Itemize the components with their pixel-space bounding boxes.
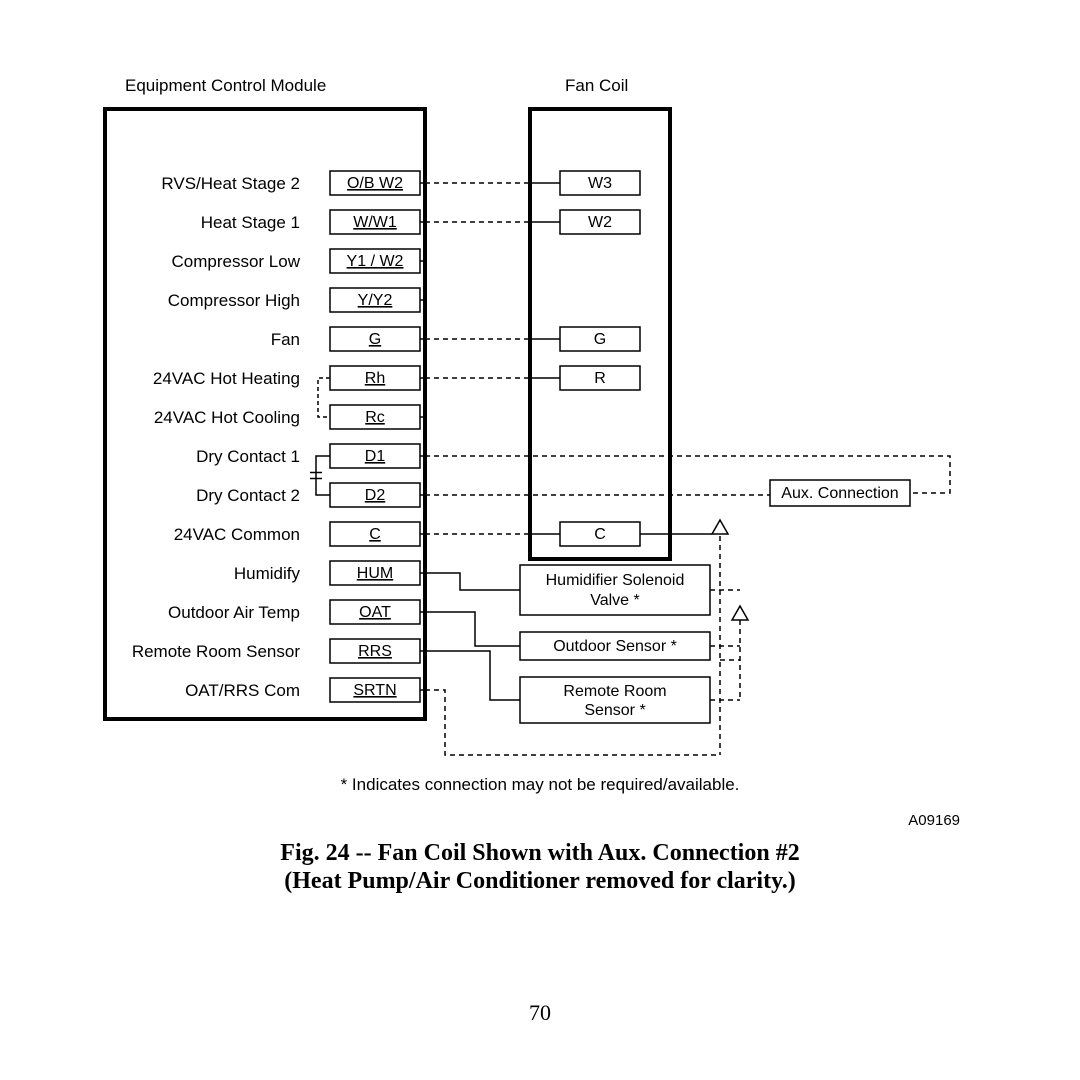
ecm-row-label: Heat Stage 1 (201, 213, 300, 232)
ecm-terminal-label: Rc (365, 409, 385, 426)
page-number: 70 (529, 1000, 551, 1025)
svg-text:Outdoor Sensor *: Outdoor Sensor * (553, 638, 677, 655)
ecm-row-label: Dry Contact 2 (196, 486, 300, 505)
ecm-row-label: Humidify (234, 564, 301, 583)
svg-text:Aux. Connection: Aux. Connection (781, 485, 898, 502)
ecm-terminal-label: O/B W2 (347, 175, 403, 192)
footnote: * Indicates connection may not be requir… (341, 775, 740, 794)
fancoil-terminal-label: G (594, 331, 606, 348)
ecm-terminal-label: Y1 / W2 (347, 253, 404, 270)
ecm-terminal-label: G (369, 331, 381, 348)
doc-code: A09169 (908, 812, 960, 829)
ecm-terminal-label: Rh (365, 370, 385, 387)
fancoil-terminal-label: C (594, 526, 606, 543)
fancoil-terminal-label: W3 (588, 175, 612, 192)
ecm-terminal-label: D2 (365, 487, 386, 504)
figure-caption-line2: (Heat Pump/Air Conditioner removed for c… (284, 868, 796, 894)
ecm-row-label: OAT/RRS Com (185, 681, 300, 700)
ecm-terminal-label: HUM (357, 565, 393, 582)
wire-hum (425, 573, 520, 590)
svg-text:Humidifier Solenoid: Humidifier Solenoid (546, 572, 685, 589)
fancoil-title: Fan Coil (565, 76, 628, 95)
ecm-terminal-label: Y/Y2 (358, 292, 393, 309)
rh-rc-jumper (318, 378, 330, 417)
ecm-row-label: Outdoor Air Temp (168, 603, 300, 622)
ecm-row-label: 24VAC Hot Heating (153, 369, 300, 388)
ecm-row-label: Compressor Low (172, 252, 301, 271)
svg-text:Valve *: Valve * (590, 592, 640, 609)
svg-text:Sensor *: Sensor * (584, 702, 645, 719)
ecm-terminal-label: C (369, 526, 381, 543)
ecm-row-label: Compressor High (168, 291, 300, 310)
ecm-title: Equipment Control Module (125, 76, 326, 95)
ecm-terminal-label: W/W1 (353, 214, 397, 231)
ecm-terminal-label: RRS (358, 643, 392, 660)
fancoil-terminal-label: R (594, 370, 606, 387)
ecm-row-label: RVS/Heat Stage 2 (161, 174, 300, 193)
ecm-row-label: Dry Contact 1 (196, 447, 300, 466)
wire-oat (425, 612, 520, 646)
svg-text:Remote Room: Remote Room (563, 683, 666, 700)
ecm-terminal-label: SRTN (353, 682, 396, 699)
ecm-row-label: Fan (271, 330, 300, 349)
ecm-row-label: Remote Room Sensor (132, 642, 301, 661)
ecm-terminal-label: D1 (365, 448, 386, 465)
ecm-row-label: 24VAC Common (174, 525, 300, 544)
common-node-icon (712, 520, 728, 534)
ecm-terminal-label: OAT (359, 604, 391, 621)
ecm-row-label: 24VAC Hot Cooling (154, 408, 300, 427)
figure-caption-line1: Fig. 24 -- Fan Coil Shown with Aux. Conn… (280, 840, 799, 866)
wire-rrs (425, 651, 520, 700)
fancoil-terminal-label: W2 (588, 214, 612, 231)
